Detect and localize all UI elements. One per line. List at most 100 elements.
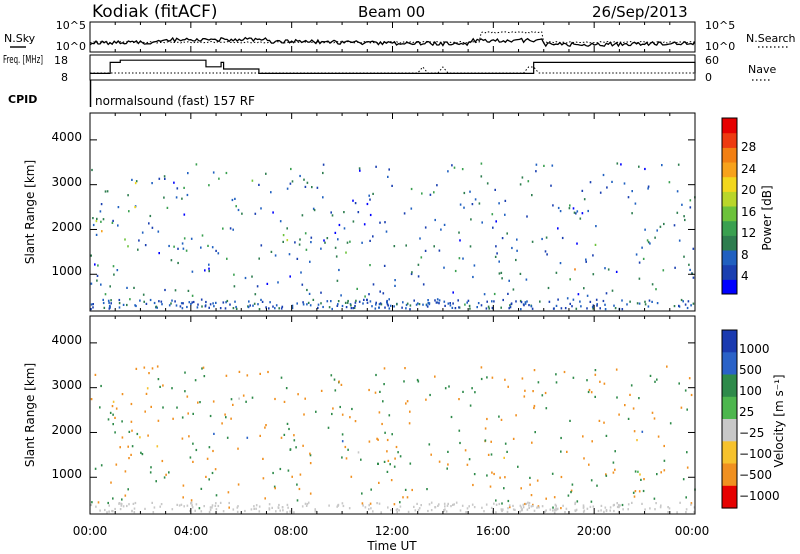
range-cell [309, 454, 312, 457]
range-cell [493, 292, 496, 296]
range-cell [603, 421, 605, 424]
range-cell [150, 405, 152, 408]
range-cell [468, 458, 471, 461]
range-cell [598, 419, 601, 422]
range-cell [100, 283, 102, 286]
range-cell [602, 299, 605, 303]
power-ytick-marks [90, 139, 695, 275]
range-cell [219, 307, 222, 310]
range-cell [506, 510, 509, 513]
range-cell [226, 299, 229, 303]
range-cell [403, 212, 406, 215]
range-cell [158, 177, 161, 180]
range-cell [493, 472, 495, 476]
range-cell [686, 466, 689, 469]
range-cell [128, 457, 130, 460]
power-cbar-swatch [722, 118, 737, 134]
range-cell [369, 300, 372, 303]
range-cell [362, 302, 364, 305]
range-cell [417, 508, 420, 512]
range-cell [491, 510, 494, 513]
range-cell [330, 374, 333, 377]
range-cell [235, 205, 237, 208]
vel-cbar-tick-1: 500 [739, 363, 762, 377]
velocity-ytick-4000: 4000 [51, 333, 82, 347]
range-cell [533, 509, 536, 512]
range-cell [417, 302, 419, 305]
range-cell [238, 397, 240, 400]
range-cell [237, 447, 239, 450]
range-cell [453, 503, 455, 506]
range-cell [636, 439, 638, 442]
range-cell [537, 381, 540, 384]
range-cell [350, 304, 352, 307]
range-cell [108, 504, 110, 507]
range-cell [589, 181, 592, 184]
range-cell [576, 242, 578, 245]
range-cell [175, 196, 178, 199]
range-cell [444, 505, 446, 508]
range-cell [378, 303, 381, 306]
range-cell [194, 379, 197, 382]
range-cell [530, 305, 533, 308]
vel-cbar-swatch [722, 441, 737, 465]
range-cell [194, 509, 196, 512]
range-cell [472, 275, 474, 279]
range-cell [592, 304, 595, 307]
range-cell [686, 408, 688, 411]
range-cell [403, 380, 405, 383]
range-cell [122, 505, 125, 508]
range-cell [163, 196, 165, 199]
range-cell [446, 504, 449, 507]
range-cell [553, 511, 556, 514]
range-cell [256, 285, 259, 288]
range-cell [525, 278, 528, 281]
range-cell [270, 191, 272, 194]
range-cell [304, 397, 306, 400]
range-cell [582, 435, 584, 438]
range-cell [678, 239, 681, 242]
range-cell [503, 487, 505, 490]
range-cell [181, 307, 184, 310]
range-cell [409, 462, 412, 465]
range-cell [218, 177, 220, 180]
range-cell [500, 306, 502, 309]
range-cell [357, 211, 360, 214]
range-cell [564, 511, 566, 514]
range-cell [326, 300, 329, 303]
range-cell [405, 307, 407, 310]
range-cell [504, 442, 507, 445]
range-cell [287, 506, 289, 509]
range-cell [436, 298, 439, 301]
range-cell [491, 471, 493, 474]
range-cell [200, 246, 202, 249]
range-cell [183, 213, 186, 216]
range-cell [214, 504, 217, 507]
range-cell [153, 506, 156, 509]
range-cell [322, 196, 324, 199]
range-cell [208, 478, 210, 481]
range-cell [180, 302, 183, 305]
range-cell [247, 306, 250, 309]
range-cell [426, 488, 428, 491]
range-cell [211, 471, 214, 475]
range-cell [334, 231, 337, 234]
range-cell [96, 217, 98, 220]
range-cell [473, 473, 476, 476]
range-cell [618, 413, 620, 416]
range-cell [654, 236, 656, 239]
range-cell [149, 471, 152, 474]
power-cbar-swatch [722, 235, 737, 251]
range-cell [99, 406, 101, 409]
range-cell [225, 171, 228, 175]
range-cell [515, 258, 517, 262]
range-cell [304, 185, 307, 188]
range-cell [232, 403, 234, 406]
range-cell [395, 445, 398, 449]
range-cell [237, 483, 240, 486]
range-cell [604, 267, 606, 270]
range-cell [585, 260, 587, 263]
range-cell [545, 407, 548, 410]
range-cell [212, 171, 215, 174]
range-cell [447, 502, 449, 505]
